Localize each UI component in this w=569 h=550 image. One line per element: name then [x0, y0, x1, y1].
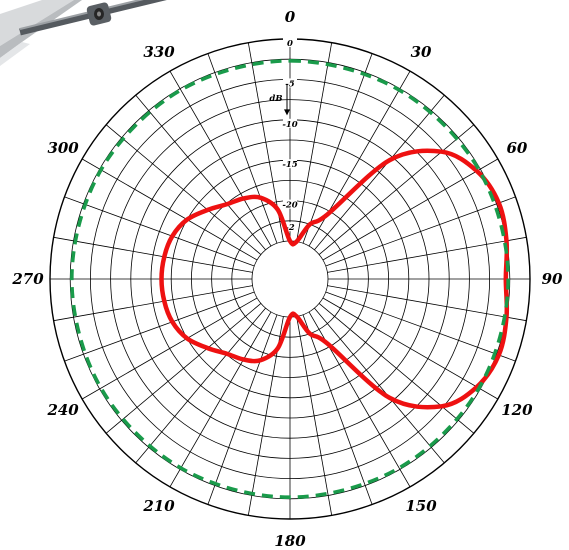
angle-label-330: 330	[143, 43, 175, 61]
angle-label-60: 60	[506, 139, 527, 157]
radial-tick-label: -15	[282, 160, 297, 170]
grid-spoke	[325, 196, 516, 267]
grid-spoke	[296, 316, 333, 516]
grid-spoke	[318, 303, 475, 434]
angle-label-120: 120	[501, 401, 533, 419]
grid-spoke	[64, 196, 255, 267]
tick-label-bg	[283, 78, 297, 88]
grid-spoke	[81, 297, 258, 400]
grid-spoke	[105, 303, 262, 434]
angle-label-210: 210	[142, 497, 175, 515]
radial-tick-label: 0	[287, 39, 293, 49]
grid-spoke	[314, 307, 445, 464]
grid-spoke	[207, 53, 278, 244]
tick-label-bg	[283, 38, 297, 47]
radial-unit-label: dB	[269, 94, 282, 104]
grid-spoke	[53, 285, 253, 322]
grid-spoke	[135, 94, 266, 251]
series-dashed-reference	[70, 59, 510, 499]
db-arrow-head	[284, 109, 290, 116]
grid-spoke	[296, 42, 333, 242]
angle-label-150: 150	[405, 497, 437, 515]
grid-spoke	[325, 291, 516, 362]
polar-grid	[49, 38, 531, 520]
tick-label-bg	[283, 222, 297, 232]
radial-tick-label: -2	[285, 223, 295, 233]
tick-label-bg	[283, 118, 297, 128]
series-radiation-pattern	[159, 148, 510, 410]
grid-spoke	[327, 236, 527, 273]
grid-spoke	[135, 307, 266, 464]
radial-tick-label: -20	[282, 201, 297, 211]
grid-spoke	[322, 158, 499, 261]
angle-label-180: 180	[274, 532, 306, 550]
grid-spoke	[64, 291, 255, 362]
angle-labels: 0 30 60 90 120 150 180 210 240 270 300 330	[11, 8, 563, 550]
grid-spoke	[302, 53, 373, 244]
angle-label-240: 240	[46, 401, 79, 419]
angle-label-300: 300	[47, 139, 79, 157]
grid-spoke	[207, 314, 278, 505]
series-layer	[70, 59, 510, 499]
radial-tick-label: -5	[285, 79, 295, 89]
angle-label-90: 90	[542, 270, 563, 288]
angle-label-270: 270	[11, 270, 44, 288]
angle-label-0: 0	[285, 8, 296, 26]
grid-spoke	[318, 124, 475, 255]
grid-spoke	[314, 94, 445, 251]
grid-spoke	[322, 297, 499, 400]
dipole-antenna-image	[0, 0, 167, 66]
grid-ring	[251, 240, 329, 318]
grid-spoke	[105, 124, 262, 255]
grid-spoke	[327, 285, 527, 322]
grid-spoke	[169, 70, 272, 247]
angle-label-30: 30	[411, 43, 432, 61]
grid-spoke	[169, 311, 272, 488]
radial-tick-label: -10	[282, 120, 297, 130]
grid-spoke	[53, 236, 253, 273]
radial-tick-labels: 0 -5 -10 -15 -20 -2 dB	[269, 38, 298, 233]
grid-spoke	[81, 158, 258, 261]
tick-label-bg	[283, 199, 297, 209]
grid-spoke	[302, 314, 373, 505]
tick-label-bg	[283, 159, 297, 169]
